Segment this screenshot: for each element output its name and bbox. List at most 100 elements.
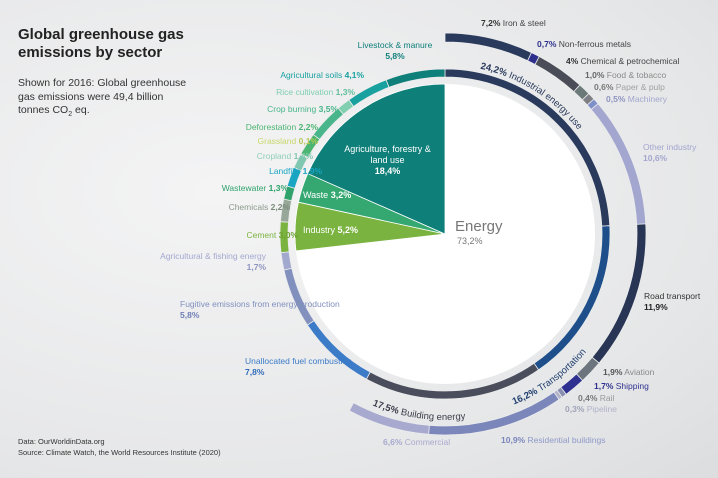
label-aviation: 1,9% Aviation xyxy=(603,367,654,378)
label-name: Deforestation xyxy=(245,122,297,132)
label-name: Crop burning xyxy=(267,104,317,114)
label-value: 0,5% xyxy=(606,94,626,104)
label-grassland: Grassland 0,1% xyxy=(258,136,319,147)
label-cropburning: Crop burning 3,5% xyxy=(267,104,338,115)
label-value: 5,8% xyxy=(180,310,200,320)
label-pipeline: 0,3% Pipeline xyxy=(565,404,617,415)
label-value: 10,6% xyxy=(643,153,668,163)
label-name: Chemicals xyxy=(228,202,269,212)
label-paper: 0,6% Paper & pulp xyxy=(594,82,665,93)
label-value: 1,7% xyxy=(246,262,266,272)
label-name: Pipeline xyxy=(586,404,617,414)
label-value: 1,4% xyxy=(293,151,313,161)
label-name: Agricultural soils xyxy=(280,70,343,80)
label-name: Commercial xyxy=(404,437,451,447)
label-value: 0,7% xyxy=(537,39,557,49)
label-name: Residential buildings xyxy=(527,435,606,445)
label-shipping: 1,7% Shipping xyxy=(594,381,649,392)
chart-subtitle: Shown for 2016: Global greenhouse gas em… xyxy=(18,77,187,119)
outer-segment-road xyxy=(591,223,647,364)
label-value: 4,1% xyxy=(344,70,364,80)
label-value: 5,8% xyxy=(385,51,405,61)
label-name: Other industry xyxy=(643,142,697,152)
label-value: 1,3% xyxy=(268,183,288,193)
label-food: 1,0% Food & tobacco xyxy=(585,70,666,81)
label-value: 6,6% xyxy=(383,437,403,447)
label-agfish: Agricultural & fishing energy 1,7% xyxy=(160,251,266,273)
label-name: Non-ferrous metals xyxy=(558,39,632,49)
label-value: 0,3% xyxy=(565,404,585,414)
subsector-ring xyxy=(279,68,611,400)
label-value: 0,1% xyxy=(298,136,318,146)
label-fugitive: Fugitive emissions from energy productio… xyxy=(180,299,340,321)
label-machinery: 0,5% Machinery xyxy=(606,94,667,105)
outer-segment-ironsteel xyxy=(444,32,533,62)
label-landfills: Landfills 1,9% xyxy=(269,166,322,177)
label-name: Unallocated fuel combustion xyxy=(245,356,352,366)
label-name: Fugitive emissions from energy productio… xyxy=(180,299,340,309)
label-value: 3,0% xyxy=(278,230,298,240)
label-otherind: Other industry 10,6% xyxy=(643,142,696,164)
label-rail: 0,4% Rail xyxy=(578,393,614,404)
pie-label-industry: Industry 5,2% xyxy=(303,225,359,235)
label-value: 1,9% xyxy=(603,367,623,377)
label-name: Rail xyxy=(599,393,615,403)
label-cement: Cement 3,0% xyxy=(246,230,298,241)
source-credit: Source: Climate Watch, the World Resourc… xyxy=(18,448,221,457)
label-value: 7,8% xyxy=(245,367,265,377)
label-name: Machinery xyxy=(627,94,667,104)
label-name: Iron & steel xyxy=(502,18,546,28)
label-name: Paper & pulp xyxy=(615,82,665,92)
pie-label-afolu: Agriculture, forestry & land use 18,4% xyxy=(344,144,431,176)
label-name: Rice cultivation xyxy=(276,87,334,97)
label-value: 7,2% xyxy=(481,18,501,28)
label-name: Road transport xyxy=(644,291,701,301)
pie-slice-afolu xyxy=(307,83,446,235)
label-chemicals: Chemicals 2,2% xyxy=(229,202,290,213)
label-cropland: Cropland 1,4% xyxy=(257,151,313,162)
pie-label-energy: Energy xyxy=(455,218,503,235)
label-value: 0,6% xyxy=(594,82,614,92)
label-rice: Rice cultivation 1,3% xyxy=(276,87,355,98)
label-agsoils: Agricultural soils 4,1% xyxy=(280,70,364,81)
label-name: Chemical & petrochemical xyxy=(580,56,680,66)
label-name: Aviation xyxy=(624,367,655,377)
label-name: Cement xyxy=(246,230,277,240)
label-wastewater: Wastewater 1,3% xyxy=(222,183,288,194)
label-commercial: 6,6% Commercial xyxy=(383,437,450,448)
label-name: Cropland xyxy=(256,151,292,161)
label-value: 1,0% xyxy=(585,70,605,80)
label-value: 2,2% xyxy=(298,122,318,132)
label-value: 1,7% xyxy=(594,381,614,391)
label-value: 0,4% xyxy=(578,393,598,403)
pie-value-energy: 73,2% xyxy=(457,236,483,246)
label-name: Agricultural & fishing energy xyxy=(160,251,266,261)
label-livestock: Livestock & manure 5,8% xyxy=(357,40,433,62)
label-value: 3,5% xyxy=(318,104,338,114)
ring-segment-agfish xyxy=(280,251,293,271)
detail-ring xyxy=(348,32,647,436)
label-value: 4% xyxy=(566,56,579,66)
label-ironsteel: 7,2% Iron & steel xyxy=(481,18,546,29)
label-unallocated: Unallocated fuel combustion 7,8% xyxy=(245,356,352,378)
chart-title: Global greenhouse gas emissions by secto… xyxy=(18,26,184,61)
ring-segment-livestock xyxy=(385,68,446,88)
label-name: Food & tobacco xyxy=(606,70,667,80)
label-name: Grassland xyxy=(257,136,297,146)
label-residential: 10,9% Residential buildings xyxy=(501,435,605,446)
label-deforestation: Deforestation 2,2% xyxy=(246,122,318,133)
label-name: Landfills xyxy=(269,166,301,176)
data-credit: Data: OurWorldinData.org xyxy=(18,437,105,446)
pie-layer xyxy=(294,83,595,384)
pie-label-waste: Waste 3,2% xyxy=(303,190,352,200)
label-chemical: 4% Chemical & petrochemical xyxy=(566,56,679,67)
label-name: Wastewater xyxy=(221,183,267,193)
label-value: 2,2% xyxy=(270,202,290,212)
label-value: 1,9% xyxy=(302,166,322,176)
label-name: Shipping xyxy=(615,381,649,391)
label-road: Road transport 11,9% xyxy=(644,291,700,313)
label-value: 10,9% xyxy=(501,435,526,445)
label-nonferrous: 0,7% Non-ferrous metals xyxy=(537,39,631,50)
label-value: 11,9% xyxy=(644,302,668,312)
